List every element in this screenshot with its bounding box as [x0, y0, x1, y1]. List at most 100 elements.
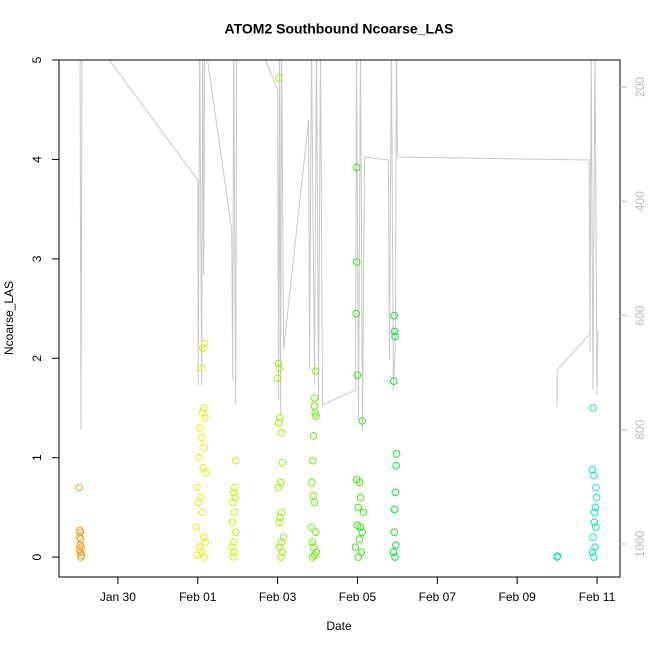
- data-point: [307, 523, 316, 532]
- plot-area: [75, 60, 601, 561]
- y2-tick-label: 200: [633, 77, 647, 97]
- y-tick-label: 4: [30, 156, 44, 163]
- y-tick-label: 2: [30, 355, 44, 362]
- data-point: [353, 371, 362, 379]
- data-point: [195, 543, 204, 551]
- data-point: [588, 548, 597, 556]
- x-tick-label: Feb 09: [499, 590, 537, 604]
- data-point: [590, 471, 598, 480]
- data-point: [201, 538, 210, 547]
- data-point: [195, 453, 203, 462]
- data-point: [391, 332, 399, 341]
- data-point: [390, 327, 399, 336]
- data-point: [352, 258, 361, 266]
- data-point: [312, 412, 320, 420]
- x-tick-label: Feb 05: [339, 590, 377, 604]
- data-point: [76, 553, 85, 561]
- data-point: [592, 523, 600, 532]
- data-point: [229, 498, 237, 507]
- data-point: [309, 491, 317, 500]
- data-point: [310, 402, 319, 410]
- data-point: [199, 463, 208, 472]
- data-point: [199, 533, 208, 542]
- data-point: [391, 541, 400, 549]
- data-point: [192, 523, 201, 532]
- data-point: [277, 553, 285, 561]
- data-point: [193, 483, 201, 492]
- plot-frame: [58, 59, 621, 578]
- data-point: [355, 535, 364, 544]
- data-point: [197, 434, 206, 442]
- y2-tick-label: 400: [633, 191, 647, 211]
- y-tick-label: 1: [30, 454, 44, 461]
- data-point: [75, 533, 84, 542]
- y-tick-label: 0: [30, 553, 44, 560]
- data-point: [275, 419, 283, 427]
- data-point: [199, 344, 207, 353]
- data-point: [354, 553, 363, 561]
- x-tick-label: Feb 03: [259, 590, 297, 604]
- data-point: [273, 374, 282, 382]
- data-point: [229, 488, 238, 497]
- data-point: [230, 508, 239, 517]
- data-point: [201, 468, 210, 477]
- data-point: [591, 503, 600, 512]
- data-point: [308, 456, 317, 465]
- data-point: [592, 493, 601, 502]
- data-point: [276, 513, 284, 522]
- data-point: [274, 359, 283, 368]
- data-point: [229, 553, 238, 561]
- data-point: [198, 409, 207, 417]
- data-point: [359, 508, 368, 517]
- data-point: [274, 483, 283, 492]
- data-point: [590, 518, 599, 527]
- data-point: [311, 367, 320, 375]
- data-point: [277, 429, 286, 437]
- data-point: [352, 309, 361, 318]
- data-point: [195, 424, 204, 432]
- data-point: [275, 74, 283, 82]
- x-tick-label: Feb 07: [419, 590, 457, 604]
- data-point: [356, 493, 365, 502]
- data-point: [76, 535, 85, 544]
- data-point: [311, 409, 319, 417]
- data-point: [390, 311, 399, 320]
- data-point: [198, 508, 207, 517]
- data-point: [590, 508, 599, 517]
- data-point: [589, 404, 597, 412]
- data-point: [356, 523, 365, 532]
- data-point: [389, 548, 398, 556]
- data-point: [200, 339, 209, 348]
- data-point: [358, 417, 367, 425]
- data-point: [310, 498, 319, 507]
- data-point: [354, 503, 363, 512]
- data-point: [194, 498, 203, 507]
- data-point: [390, 528, 399, 537]
- data-point: [228, 543, 236, 551]
- data-point: [358, 528, 367, 537]
- chart-title: ATOM2 Southbound Ncoarse_LAS: [225, 21, 454, 37]
- data-point: [390, 505, 399, 514]
- data-point: [231, 528, 240, 537]
- data-point: [309, 432, 318, 440]
- data-point: [590, 553, 598, 561]
- data-point: [197, 493, 205, 502]
- data-point: [231, 483, 239, 492]
- data-point: [75, 483, 83, 492]
- y-axis-label: Ncoarse_LAS: [2, 281, 16, 355]
- data-point: [277, 478, 285, 487]
- data-point: [278, 548, 287, 556]
- data-point: [591, 543, 599, 551]
- data-point: [230, 548, 239, 556]
- x-tick-label: Feb 01: [179, 590, 217, 604]
- data-point: [276, 414, 284, 422]
- data-point: [229, 538, 238, 547]
- data-point: [308, 478, 316, 487]
- x-tick-label: Jan 30: [100, 590, 136, 604]
- data-point: [197, 364, 206, 373]
- data-point: [589, 533, 597, 542]
- y2-tick-label: 1000: [633, 530, 647, 557]
- data-point: [310, 394, 319, 402]
- data-point: [308, 553, 317, 561]
